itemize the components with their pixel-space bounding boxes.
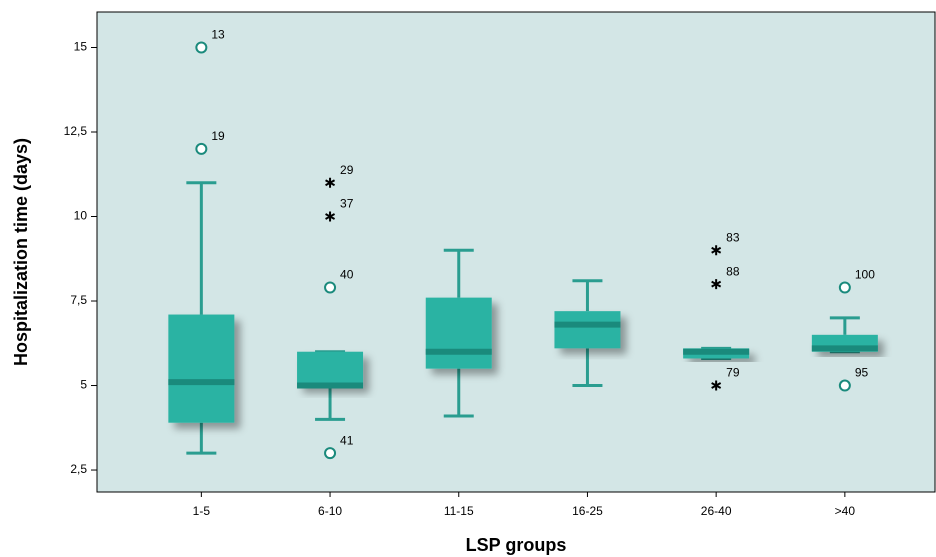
outlier-star bbox=[325, 177, 336, 188]
y-tick-label: 10 bbox=[74, 209, 88, 223]
outlier bbox=[195, 41, 208, 54]
outlier-case: 19 bbox=[211, 129, 225, 143]
outlier-case: 79 bbox=[726, 366, 740, 380]
outlier-case: 88 bbox=[726, 264, 740, 278]
outlier bbox=[324, 447, 337, 460]
outlier-case: 83 bbox=[726, 230, 740, 244]
outlier-case: 41 bbox=[340, 433, 354, 447]
y-tick-label: 15 bbox=[74, 40, 88, 54]
outlier-star bbox=[711, 279, 722, 290]
outlier-case: 95 bbox=[855, 366, 869, 380]
outlier-case: 13 bbox=[211, 28, 225, 42]
outlier-star bbox=[711, 245, 722, 256]
x-tick-label: 1-5 bbox=[193, 504, 211, 518]
x-tick-label: >40 bbox=[835, 504, 856, 518]
x-tick-label: 6-10 bbox=[318, 504, 342, 518]
outlier-case: 29 bbox=[340, 163, 354, 177]
y-tick-label: 2,5 bbox=[70, 462, 87, 476]
outlier-case: 100 bbox=[855, 268, 875, 282]
outlier-case: 37 bbox=[340, 197, 354, 211]
outlier bbox=[838, 281, 851, 294]
box bbox=[425, 297, 492, 369]
y-axis-title: Hospitalization time (days) bbox=[11, 138, 31, 366]
y-tick-label: 5 bbox=[80, 378, 87, 392]
x-tick-label: 16-25 bbox=[572, 504, 603, 518]
box bbox=[297, 351, 364, 388]
x-axis-title: LSP groups bbox=[466, 535, 567, 555]
y-tick-label: 12,5 bbox=[64, 124, 88, 138]
y-tick-label: 7,5 bbox=[70, 293, 87, 307]
x-tick-label: 26-40 bbox=[701, 504, 732, 518]
outlier-star bbox=[325, 211, 336, 222]
outlier bbox=[838, 379, 851, 392]
outlier-star bbox=[711, 380, 722, 391]
x-tick-label: 11-15 bbox=[444, 504, 474, 518]
outlier bbox=[195, 142, 208, 155]
outlier-case: 40 bbox=[340, 268, 354, 282]
box bbox=[554, 311, 621, 349]
outlier bbox=[324, 281, 337, 294]
box bbox=[168, 314, 235, 423]
plot-area bbox=[96, 11, 936, 493]
